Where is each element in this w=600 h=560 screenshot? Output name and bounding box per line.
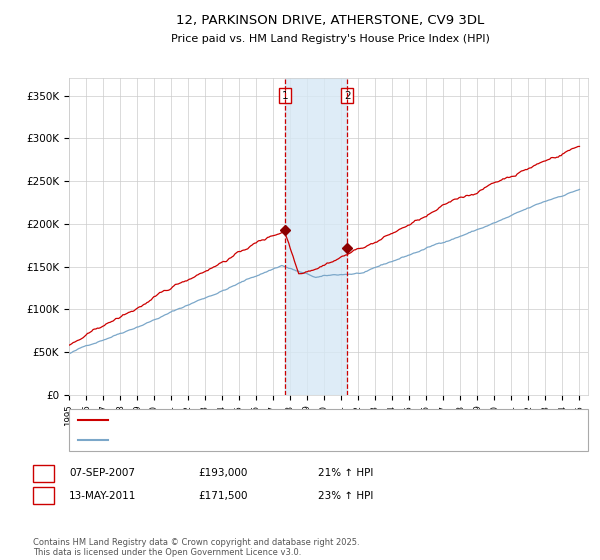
Text: 13-MAY-2011: 13-MAY-2011 bbox=[69, 491, 136, 501]
Text: 2: 2 bbox=[40, 491, 47, 501]
Bar bbox=[285, 78, 347, 395]
Text: 21% ↑ HPI: 21% ↑ HPI bbox=[318, 468, 373, 478]
Text: 12, PARKINSON DRIVE, ATHERSTONE, CV9 3DL: 12, PARKINSON DRIVE, ATHERSTONE, CV9 3DL bbox=[176, 14, 484, 27]
Text: 2: 2 bbox=[344, 91, 351, 100]
Text: Price paid vs. HM Land Registry's House Price Index (HPI): Price paid vs. HM Land Registry's House … bbox=[170, 34, 490, 44]
Text: £171,500: £171,500 bbox=[198, 491, 248, 501]
Text: 1: 1 bbox=[281, 91, 288, 100]
Text: 12, PARKINSON DRIVE, ATHERSTONE, CV9 3DL (semi-detached house): 12, PARKINSON DRIVE, ATHERSTONE, CV9 3DL… bbox=[115, 415, 466, 425]
Text: Contains HM Land Registry data © Crown copyright and database right 2025.
This d: Contains HM Land Registry data © Crown c… bbox=[33, 538, 359, 557]
Text: 1: 1 bbox=[40, 468, 47, 478]
Text: HPI: Average price, semi-detached house, North Warwickshire: HPI: Average price, semi-detached house,… bbox=[115, 435, 424, 445]
Text: 07-SEP-2007: 07-SEP-2007 bbox=[69, 468, 135, 478]
Text: £193,000: £193,000 bbox=[198, 468, 247, 478]
Text: 23% ↑ HPI: 23% ↑ HPI bbox=[318, 491, 373, 501]
